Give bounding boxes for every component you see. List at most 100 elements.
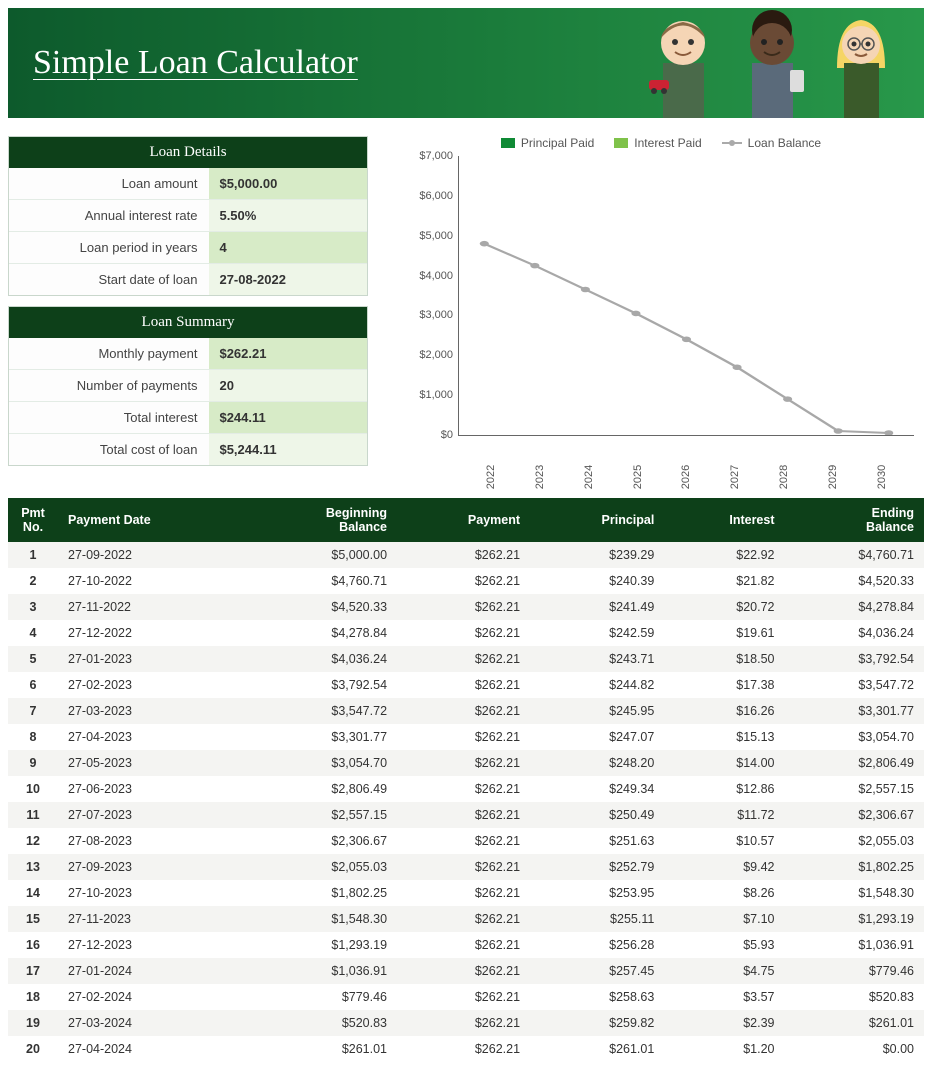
table-cell: $12.86 [664,776,784,802]
y-axis-label: $6,000 [419,190,459,202]
table-row: 827-04-2023$3,301.77$262.21$247.07$15.13… [8,724,924,750]
table-cell: $239.29 [530,542,664,568]
table-cell: $251.63 [530,828,664,854]
table-cell: $4,760.71 [785,542,925,568]
table-cell: 27-03-2023 [58,698,247,724]
table-cell: $1,293.19 [785,906,925,932]
table-cell: 3 [8,594,58,620]
table-row: 2027-04-2024$261.01$262.21$261.01$1.20$0… [8,1036,924,1062]
table-cell: $0.00 [785,1036,925,1062]
table-cell: $4,760.71 [247,568,397,594]
table-row: 1127-07-2023$2,557.15$262.21$250.49$11.7… [8,802,924,828]
table-header-cell: Payment Date [58,498,247,542]
panel-row-value[interactable]: $5,000.00 [209,168,367,199]
table-cell: $520.83 [785,984,925,1010]
table-cell: $3,547.72 [785,672,925,698]
table-row: 727-03-2023$3,547.72$262.21$245.95$16.26… [8,698,924,724]
table-cell: $257.45 [530,958,664,984]
table-cell: $262.21 [397,906,530,932]
avatar-man-icon [641,8,726,118]
table-cell: $262.21 [397,776,530,802]
x-axis-label: 2026 [680,465,692,489]
y-axis-label: $3,000 [419,309,459,321]
table-cell: $1,802.25 [785,854,925,880]
table-row: 927-05-2023$3,054.70$262.21$248.20$14.00… [8,750,924,776]
y-axis-label: $0 [441,429,459,441]
table-row: 327-11-2022$4,520.33$262.21$241.49$20.72… [8,594,924,620]
avatar-dark-man-icon [730,8,815,118]
table-cell: 27-08-2023 [58,828,247,854]
table-cell: 18 [8,984,58,1010]
table-cell: $258.63 [530,984,664,1010]
table-cell: 2 [8,568,58,594]
table-cell: $262.21 [397,646,530,672]
loan-details-header: Loan Details [9,137,367,168]
table-cell: $261.01 [530,1036,664,1062]
table-cell: $4.75 [664,958,784,984]
avatar-woman-icon [819,8,904,118]
table-cell: 13 [8,854,58,880]
table-cell: $5,000.00 [247,542,397,568]
table-cell: 15 [8,906,58,932]
panel-row-value[interactable]: $262.21 [209,338,367,369]
table-cell: $3.57 [664,984,784,1010]
table-cell: $15.13 [664,724,784,750]
table-cell: $2,055.03 [247,854,397,880]
table-cell: $5.93 [664,932,784,958]
table-cell: $11.72 [664,802,784,828]
legend-principal-label: Principal Paid [521,136,594,150]
panel-row-value[interactable]: 5.50% [209,200,367,231]
table-cell: 20 [8,1036,58,1062]
panel-row-label: Total cost of loan [9,434,209,465]
table-cell: $20.72 [664,594,784,620]
panel-row-label: Loan period in years [9,232,209,263]
table-row: 227-10-2022$4,760.71$262.21$240.39$21.82… [8,568,924,594]
balance-swatch-icon [722,142,742,144]
legend-balance: Loan Balance [722,136,821,150]
table-cell: 27-06-2023 [58,776,247,802]
table-cell: 27-03-2024 [58,1010,247,1036]
table-cell: 27-09-2022 [58,542,247,568]
y-axis-label: $5,000 [419,230,459,242]
x-axis-label: 2024 [583,465,595,489]
table-cell: 14 [8,880,58,906]
table-cell: $262.21 [397,932,530,958]
table-cell: 10 [8,776,58,802]
table-cell: $262.21 [397,802,530,828]
table-row: 427-12-2022$4,278.84$262.21$242.59$19.61… [8,620,924,646]
table-cell: 27-10-2022 [58,568,247,594]
table-cell: 27-05-2023 [58,750,247,776]
legend-interest-label: Interest Paid [634,136,701,150]
panel-row-label: Start date of loan [9,264,209,295]
amortization-table-body: 127-09-2022$5,000.00$262.21$239.29$22.92… [8,542,924,1062]
table-cell: $262.21 [397,698,530,724]
panel-row: Loan amount$5,000.00 [9,168,367,199]
panel-row-value[interactable]: 27-08-2022 [209,264,367,295]
table-cell: $262.21 [397,750,530,776]
panel-row-value[interactable]: 4 [209,232,367,263]
table-row: 1827-02-2024$779.46$262.21$258.63$3.57$5… [8,984,924,1010]
panel-row-value[interactable]: 20 [209,370,367,401]
panel-row: Number of payments20 [9,369,367,401]
panel-row-label: Total interest [9,402,209,433]
table-cell: 27-04-2024 [58,1036,247,1062]
table-cell: $255.11 [530,906,664,932]
panel-row-value[interactable]: $244.11 [209,402,367,433]
table-cell: $261.01 [785,1010,925,1036]
table-cell: $262.21 [397,1010,530,1036]
table-cell: $21.82 [664,568,784,594]
table-cell: $1.20 [664,1036,784,1062]
table-cell: $10.57 [664,828,784,854]
table-cell: $2,306.67 [247,828,397,854]
table-cell: 27-02-2023 [58,672,247,698]
table-cell: $4,520.33 [785,568,925,594]
table-cell: $779.46 [247,984,397,1010]
table-header-cell: BeginningBalance [247,498,397,542]
table-cell: $1,036.91 [785,932,925,958]
panel-row-value[interactable]: $5,244.11 [209,434,367,465]
chart-area: 202220232024202520262027202820292030 $0$… [458,156,914,436]
table-cell: 27-04-2023 [58,724,247,750]
table-row: 627-02-2023$3,792.54$262.21$244.82$17.38… [8,672,924,698]
table-cell: $19.61 [664,620,784,646]
table-cell: $16.26 [664,698,784,724]
